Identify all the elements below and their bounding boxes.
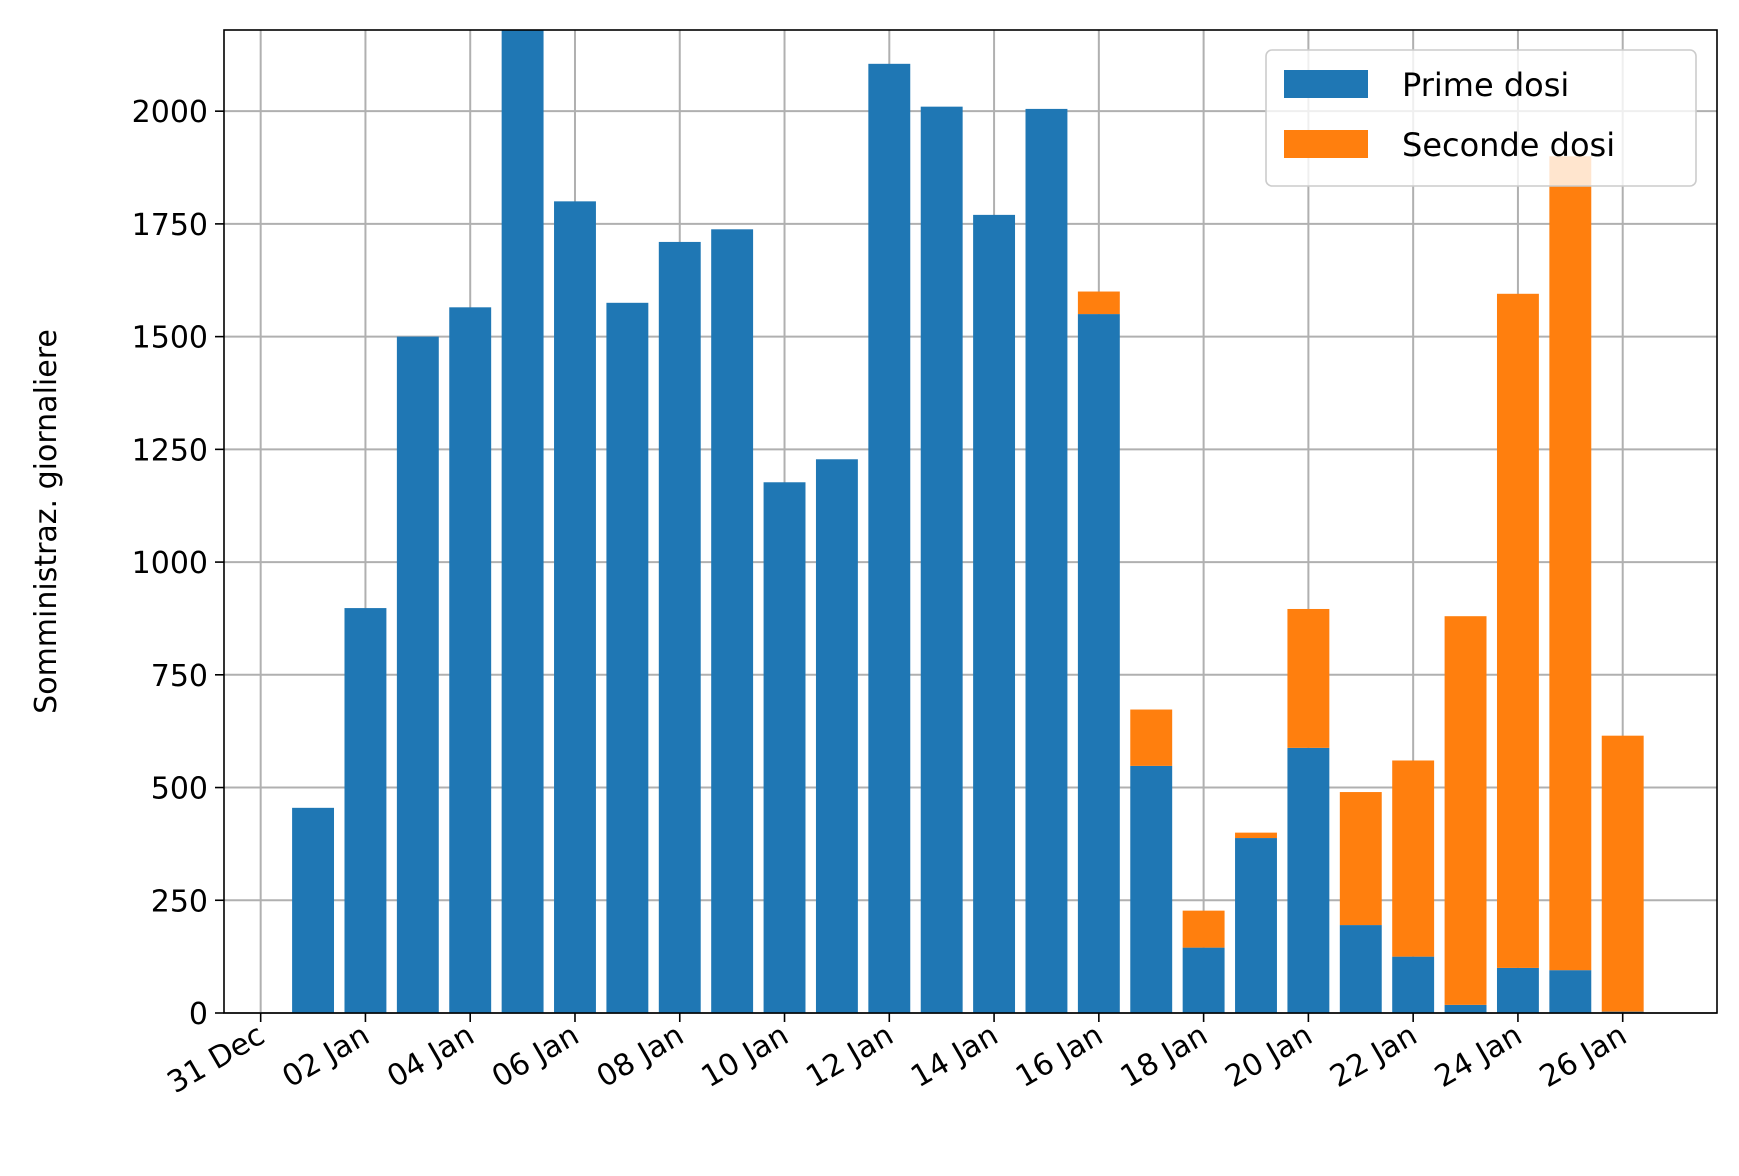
bar-prime-dosi-18 [1182,947,1225,1013]
bar-seconde-dosi-18 [1182,910,1225,948]
bar-prime-dosi-3 [396,336,439,1013]
legend-label-seconde-dosi: Seconde dosi [1402,126,1615,164]
y-tick-label: 750 [151,659,208,694]
bar-prime-dosi-8 [658,241,701,1013]
bar-prime-dosi-2 [344,608,387,1013]
y-tick-label: 1250 [132,433,208,468]
legend-swatch-prime-dosi [1284,70,1368,98]
bar-prime-dosi-4 [449,307,492,1013]
y-tick-label: 0 [189,997,208,1032]
bar-prime-dosi-6 [554,201,596,1013]
bar-prime-dosi-22 [1392,956,1435,1013]
bar-prime-dosi-20 [1287,747,1330,1013]
legend: Prime dosi Seconde dosi [1265,49,1697,187]
legend-box [1265,49,1697,187]
bar-prime-dosi-15 [1025,108,1068,1014]
bar-prime-dosi-5 [501,30,544,1013]
bar-prime-dosi-10 [763,482,806,1014]
y-tick-label: 1750 [132,208,208,243]
bar-prime-dosi-7 [606,302,649,1013]
bar-prime-dosi-23 [1444,1004,1487,1013]
bar-prime-dosi-14 [973,214,1016,1013]
y-tick-label: 1500 [132,321,208,356]
bar-prime-dosi-19 [1235,838,1277,1013]
y-axis-title: Somministraz. giornaliere [29,329,64,714]
bar-seconde-dosi-23 [1444,616,1487,1005]
bars [292,30,1644,1014]
bar-seconde-dosi-25 [1549,156,1592,971]
bar-seconde-dosi-17 [1130,709,1173,766]
bar-prime-dosi-9 [711,229,754,1013]
bar-prime-dosi-13 [920,106,963,1014]
y-tick-label: 1000 [132,546,208,581]
bar-prime-dosi-25 [1549,970,1592,1013]
bar-prime-dosi-12 [868,63,911,1014]
y-tick-label: 500 [151,772,208,807]
bar-seconde-dosi-24 [1496,293,1539,968]
bar-seconde-dosi-20 [1287,608,1330,748]
y-axis-ticks: 0 250 500 750 1000 1250 1500 1750 2000 [132,95,224,1032]
bar-seconde-dosi-22 [1392,760,1435,957]
legend-swatch-seconde-dosi [1284,130,1368,158]
legend-label-prime-dosi: Prime dosi [1402,66,1569,104]
bar-prime-dosi-16 [1077,314,1120,1013]
bar-prime-dosi-21 [1339,925,1382,1013]
y-tick-label: 2000 [132,95,208,130]
bar-prime-dosi-17 [1130,765,1173,1013]
bar-seconde-dosi-16 [1077,291,1120,315]
bar-seconde-dosi-21 [1339,792,1382,926]
bar-prime-dosi-11 [815,459,858,1013]
y-tick-label: 250 [151,884,208,919]
bar-seconde-dosi-26 [1601,735,1644,1012]
plot-frame [223,29,1718,1014]
bar-prime-dosi-24 [1496,967,1539,1013]
bar-seconde-dosi-19 [1235,832,1277,839]
bar-prime-dosi-1 [292,807,335,1013]
